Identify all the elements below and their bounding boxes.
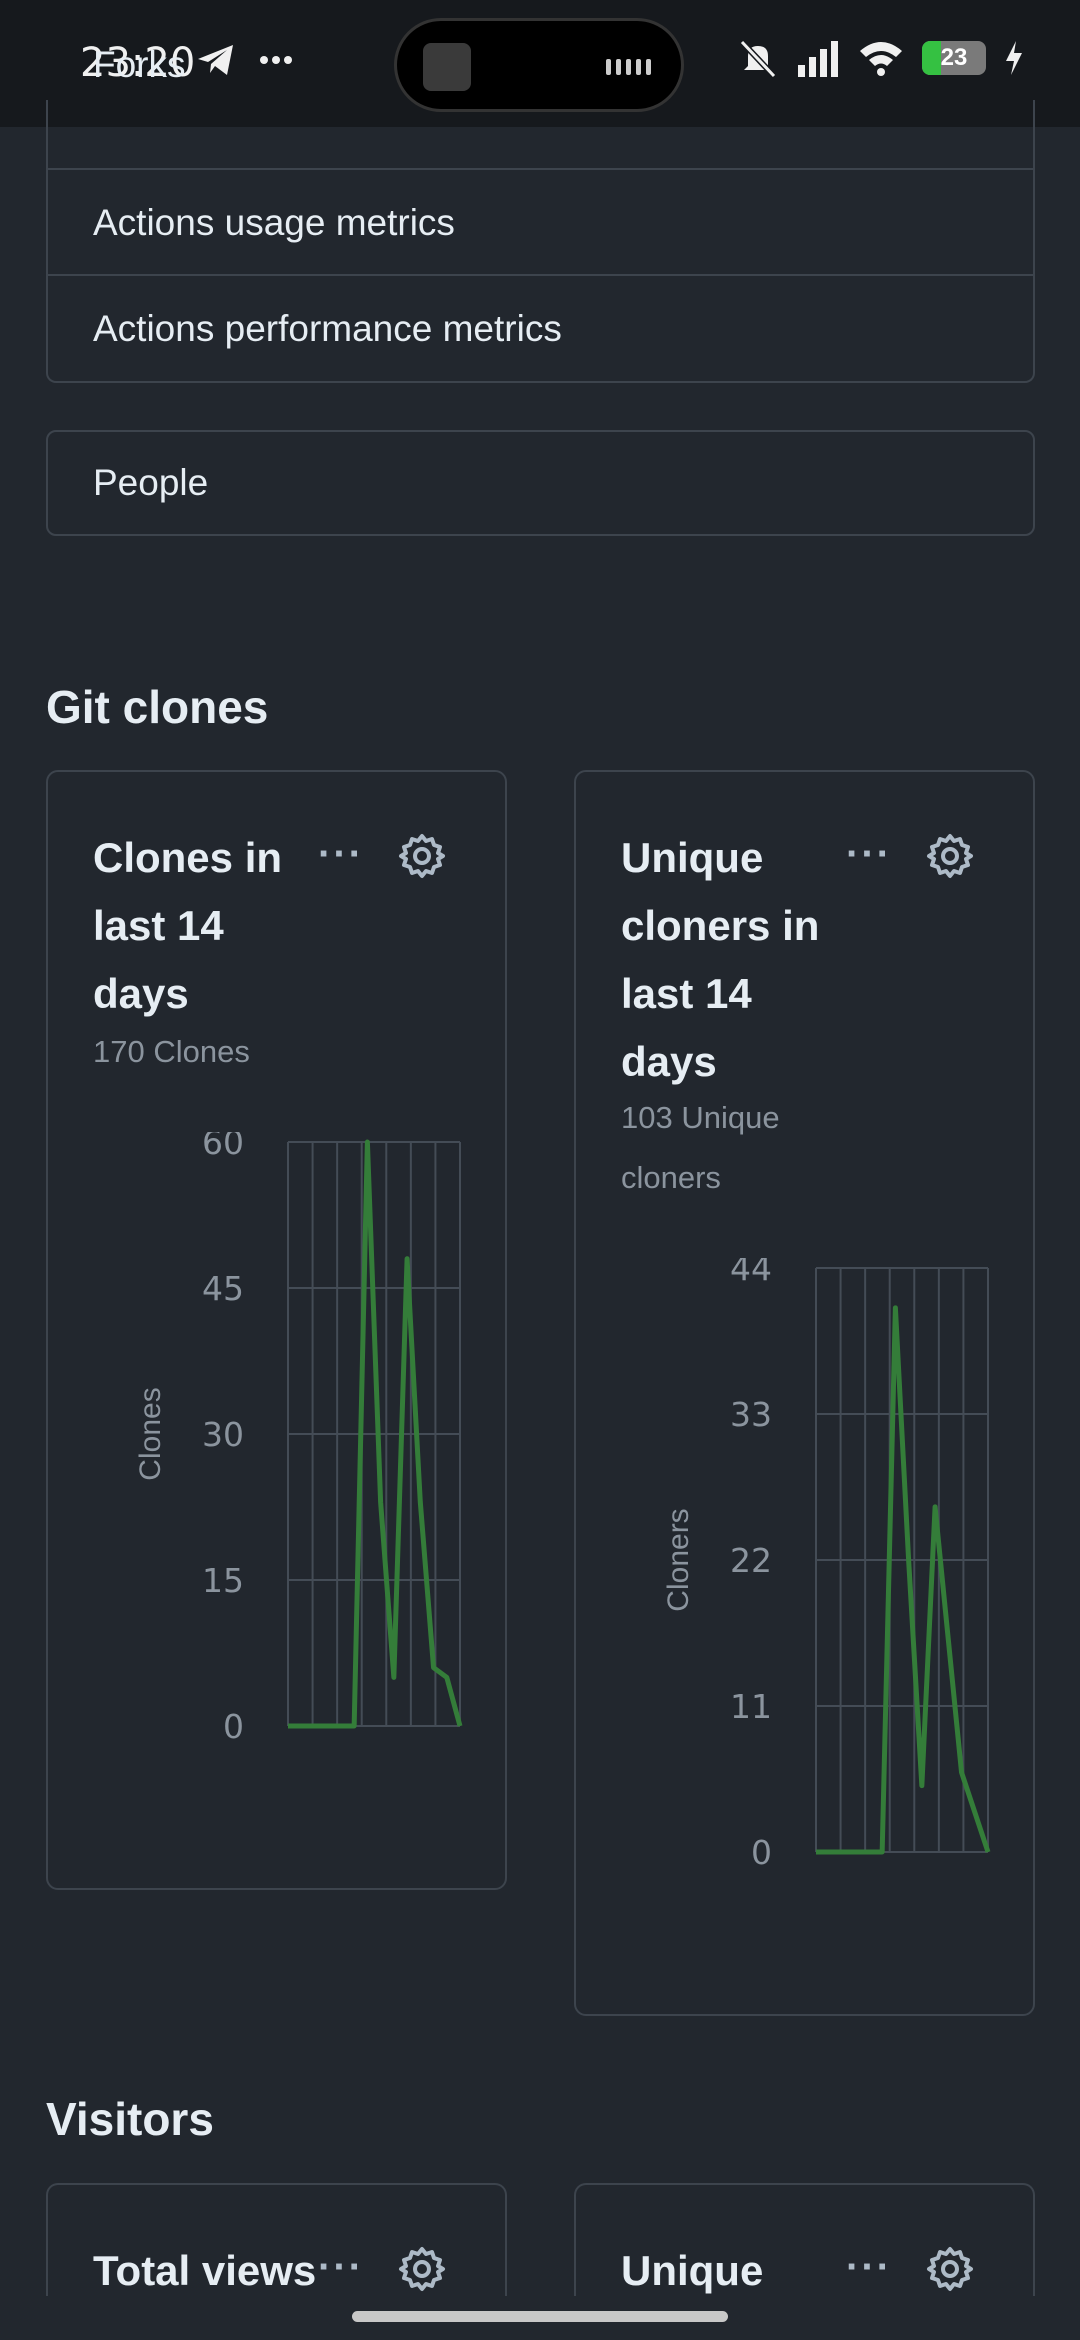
gear-icon[interactable] (398, 832, 446, 880)
list-item-actions-performance[interactable]: Actions performance metrics (48, 274, 1033, 380)
more-options-button[interactable]: ··· (318, 832, 364, 876)
list-item-label: Actions usage metrics (93, 202, 455, 243)
card-subtitle: 170 Clones (93, 1034, 250, 1069)
y-tick-label: 33 (730, 1395, 772, 1434)
list-item-label: Forks (93, 44, 186, 85)
card-title: Clones in last 14 days (93, 834, 283, 1017)
unique-visitors-card: Unique ··· (574, 2183, 1035, 2340)
card-title: Total views (93, 2247, 317, 2294)
more-options-button[interactable]: ··· (846, 832, 892, 876)
status-bar: 23:20 23 (0, 0, 1080, 127)
y-tick-label: 45 (202, 1269, 244, 1308)
gear-icon[interactable] (926, 832, 974, 880)
signal-icon (798, 41, 838, 77)
total-views-card: Total views ··· (46, 2183, 507, 2340)
unique-cloners-card: Unique cloners in last 14 days ··· 103 U… (574, 770, 1035, 2016)
y-tick-label: 44 (730, 1258, 772, 1288)
card-title: Unique (621, 2247, 764, 2294)
y-axis-label: Clones (134, 1387, 167, 1480)
y-tick-label: 30 (202, 1415, 244, 1454)
list-item-label: Actions performance metrics (93, 308, 562, 349)
gear-icon[interactable] (398, 2245, 446, 2293)
battery-icon: 23 (922, 41, 986, 75)
y-tick-label: 11 (730, 1687, 772, 1726)
y-axis-label: Cloners (662, 1508, 695, 1611)
gear-icon[interactable] (926, 2245, 974, 2293)
list-item-people[interactable]: People (46, 430, 1035, 536)
y-tick-label: 15 (202, 1561, 244, 1600)
clones-card: Clones in last 14 days ··· 170 Clones 0 1… (46, 770, 507, 1890)
y-tick-label: 0 (223, 1707, 244, 1746)
music-album-icon (423, 43, 471, 91)
home-indicator[interactable] (352, 2311, 728, 2322)
y-tick-label: 0 (751, 1833, 772, 1872)
more-options-button[interactable]: ··· (846, 2245, 892, 2289)
telegram-icon (198, 45, 233, 75)
card-subtitle: 103 Unique cloners (621, 1100, 780, 1195)
charging-icon (1006, 41, 1022, 75)
clones-line-chart: 0 15 30 45 60 Clones (134, 1132, 463, 1746)
list-item-forks[interactable]: Forks (48, 44, 1033, 170)
y-tick-label: 22 (730, 1541, 772, 1580)
series-line (816, 1305, 991, 1855)
list-item-actions-usage[interactable]: Actions usage metrics (48, 168, 1033, 274)
y-tick-label: 60 (202, 1132, 244, 1162)
audio-bars-icon (606, 59, 651, 75)
status-time: 23:20 (80, 40, 196, 86)
dynamic-island[interactable] (394, 18, 684, 112)
insights-list: Forks Actions usage metrics Actions perf… (46, 44, 1035, 383)
section-title-visitors: Visitors (46, 2093, 214, 2145)
card-title: Unique cloners in last 14 days (621, 834, 820, 1085)
unique-cloners-line-chart: 0 11 22 33 44 Cloners (662, 1258, 991, 1872)
wifi-icon (860, 42, 902, 76)
section-title-git-clones: Git clones (46, 681, 269, 733)
more-icon (260, 56, 292, 64)
battery-level: 23 (940, 44, 968, 71)
series-line (288, 1139, 463, 1729)
mute-icon (739, 39, 777, 78)
list-item-label: People (93, 462, 209, 503)
more-options-button[interactable]: ··· (318, 2245, 364, 2289)
